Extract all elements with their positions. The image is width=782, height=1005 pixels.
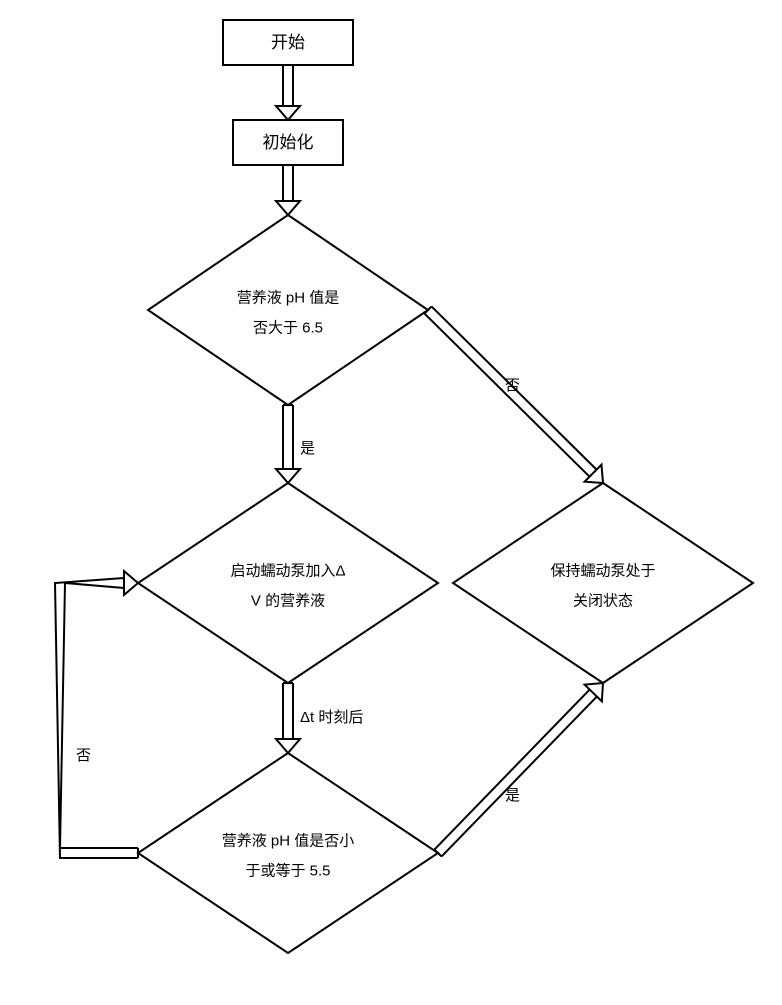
- node-process-pump-add-line1: 启动蠕动泵加入Δ: [230, 563, 345, 580]
- node-process-pump-off-line1: 保持蠕动泵处于: [550, 563, 655, 580]
- node-decision-ph-gt: [148, 215, 428, 405]
- node-decision-ph-gt-line2: 否大于 6.5: [253, 320, 323, 337]
- label-dt: Δt 时刻后: [300, 709, 363, 726]
- arrow-d1-d2: [276, 405, 300, 483]
- node-process-pump-off-line2: 关闭状态: [573, 593, 633, 610]
- arrow-d2-d3: [276, 683, 300, 753]
- label-no-d1: 否: [505, 377, 520, 394]
- arrow-d3-d4: [434, 683, 603, 856]
- arrow-d3-d2-loop: [55, 571, 138, 858]
- arrow-init-d1: [276, 165, 300, 215]
- node-start-label: 开始: [271, 33, 305, 52]
- node-process-pump-add: [138, 483, 438, 683]
- label-yes-d1: 是: [300, 440, 315, 457]
- label-yes-d3: 是: [505, 787, 520, 804]
- node-process-pump-off: [453, 483, 753, 683]
- node-process-pump-add-line2: V 的营养液: [251, 593, 325, 610]
- label-no-d3: 否: [76, 747, 91, 764]
- node-init-label: 初始化: [263, 133, 314, 152]
- node-decision-ph-gt-line1: 营养液 pH 值是: [237, 290, 340, 307]
- flowchart-canvas: 开始初始化营养液 pH 值是否大于 6.5 启动蠕动泵加入Δ V 的营养液营养液 p…: [0, 0, 782, 1000]
- arrow-d1-d4: [424, 306, 603, 483]
- node-decision-ph-le-line2: 于或等于 5.5: [245, 862, 330, 880]
- node-decision-ph-le: [138, 753, 438, 953]
- arrow-start-init: [276, 65, 300, 120]
- node-decision-ph-le-line1: 营养液 pH 值是否小: [222, 833, 355, 850]
